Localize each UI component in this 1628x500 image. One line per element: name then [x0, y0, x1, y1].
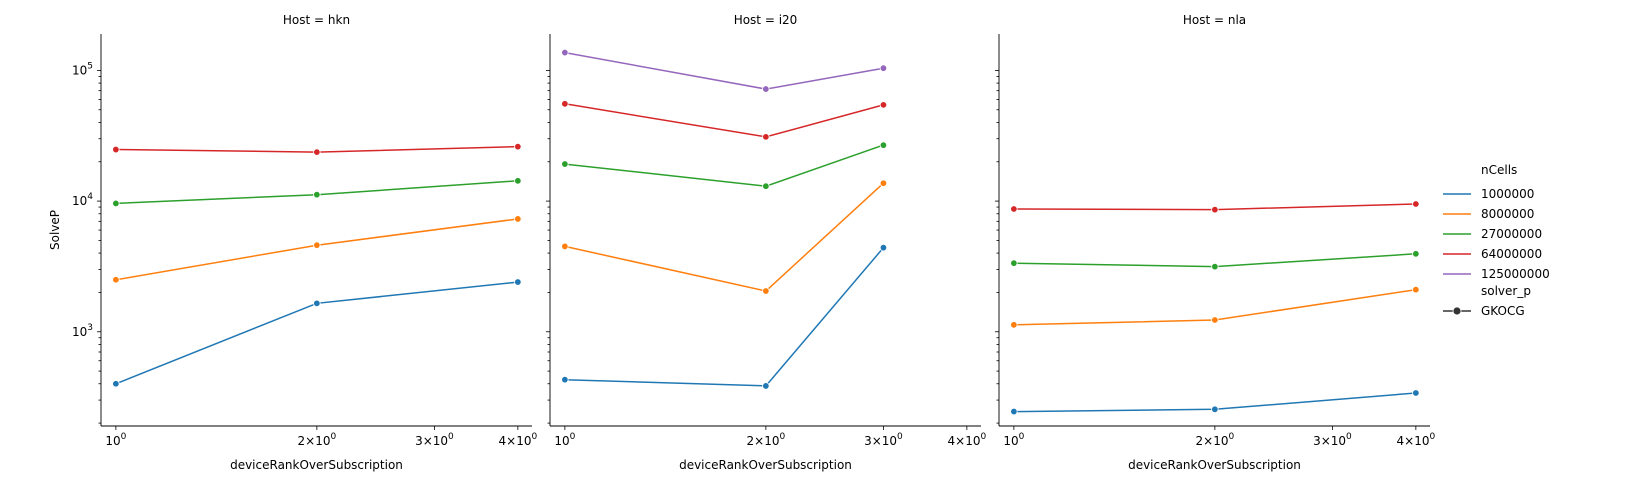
data-point-64000000	[762, 133, 770, 141]
data-point-8000000	[1211, 316, 1219, 324]
series-line-8000000	[564, 182, 884, 292]
data-point-64000000	[1010, 205, 1018, 213]
legend-label-1000000: 1000000	[1481, 187, 1534, 201]
data-point-64000000	[561, 100, 569, 108]
legend-title-solver: solver_p	[1481, 284, 1531, 298]
data-point-1000000	[879, 243, 888, 252]
facet-panel-2: Host = nla 100 2×100 3×100 4×100 deviceRankOv…	[995, 13, 1435, 472]
data-point-64000000	[1211, 205, 1219, 214]
facet-panel-1: Host = i20 100 2×100 3×100 4×100 deviceRankOv…	[546, 13, 986, 472]
panels-layer: Host = hkn 103 104 105 SolveP 100 2×100 3×100 4×…	[48, 13, 1435, 472]
x-tick-label: 100	[1003, 432, 1024, 448]
data-point-8000000	[762, 287, 770, 295]
data-point-27000000	[762, 182, 770, 190]
data-point-27000000	[879, 141, 888, 149]
legend-label-8000000: 8000000	[1481, 207, 1534, 221]
panel-title: Host = nla	[1183, 13, 1246, 27]
data-point-27000000	[1412, 250, 1420, 258]
legend-label-125000000: 125000000	[1481, 267, 1550, 281]
data-point-1000000	[1010, 407, 1018, 416]
data-point-125000000	[561, 48, 569, 57]
data-point-8000000	[1010, 321, 1018, 329]
legend-style-marker	[1452, 306, 1462, 316]
x-tick-label: 100	[105, 432, 126, 448]
data-point-27000000	[112, 199, 120, 208]
data-point-8000000	[514, 215, 522, 223]
series-line-64000000	[564, 103, 884, 138]
data-point-64000000	[1412, 200, 1420, 208]
panel-title: Host = hkn	[283, 13, 350, 27]
series-line-1000000	[115, 281, 518, 385]
x-axis-label: deviceRankOverSubscription	[1128, 458, 1301, 472]
data-point-27000000	[1211, 262, 1219, 271]
x-tick-label: 2×100	[1196, 432, 1235, 448]
data-point-8000000	[313, 241, 321, 249]
x-tick-label: 4×100	[1397, 432, 1436, 448]
x-tick-label: 4×100	[948, 432, 987, 448]
data-point-1000000	[313, 299, 321, 308]
x-axis-label: deviceRankOverSubscription	[679, 458, 852, 472]
x-tick-label: 2×100	[747, 432, 786, 448]
data-point-27000000	[313, 190, 321, 199]
x-tick-label: 3×100	[1313, 432, 1352, 448]
data-point-1000000	[514, 278, 522, 286]
legend-label-64000000: 64000000	[1481, 247, 1542, 261]
legend-style-label: GKOCG	[1481, 304, 1525, 318]
data-point-27000000	[514, 177, 522, 185]
data-point-27000000	[1010, 259, 1018, 267]
facet-panel-0: Host = hkn 103 104 105 SolveP 100 2×100 3×100 4×…	[48, 13, 537, 472]
data-point-125000000	[762, 85, 770, 93]
data-point-27000000	[561, 160, 569, 168]
y-tick-label: 103	[72, 323, 93, 339]
data-point-1000000	[112, 380, 120, 388]
y-tick-label: 105	[72, 61, 93, 77]
data-point-64000000	[514, 142, 522, 151]
data-point-8000000	[112, 276, 120, 284]
data-point-1000000	[561, 375, 569, 384]
x-tick-label: 2×100	[298, 432, 337, 448]
y-tick-label: 104	[72, 192, 93, 208]
data-point-64000000	[112, 145, 120, 154]
y-axis-label: SolveP	[48, 210, 62, 250]
data-point-8000000	[1412, 285, 1420, 294]
data-point-8000000	[879, 179, 888, 187]
x-tick-label: 3×100	[415, 432, 454, 448]
series-line-1000000	[564, 247, 884, 387]
series-line-125000000	[564, 51, 884, 90]
data-point-1000000	[1412, 389, 1420, 397]
data-point-8000000	[561, 242, 569, 251]
x-tick-label: 100	[554, 432, 575, 448]
legend-label-27000000: 27000000	[1481, 227, 1542, 241]
x-axis-label: deviceRankOverSubscription	[230, 458, 403, 472]
series-line-8000000	[115, 218, 518, 281]
data-point-64000000	[313, 148, 321, 156]
series-line-27000000	[564, 144, 884, 187]
x-tick-label: 4×100	[499, 432, 538, 448]
data-point-125000000	[879, 64, 888, 72]
panel-title: Host = i20	[734, 13, 798, 27]
data-point-1000000	[1211, 405, 1219, 414]
data-point-1000000	[762, 382, 770, 390]
data-point-64000000	[879, 101, 888, 109]
legend: nCells 1000000 8000000 27000000 64000000 1250…	[1443, 163, 1550, 318]
legend-title-ncells: nCells	[1481, 163, 1517, 177]
x-tick-label: 3×100	[864, 432, 903, 448]
